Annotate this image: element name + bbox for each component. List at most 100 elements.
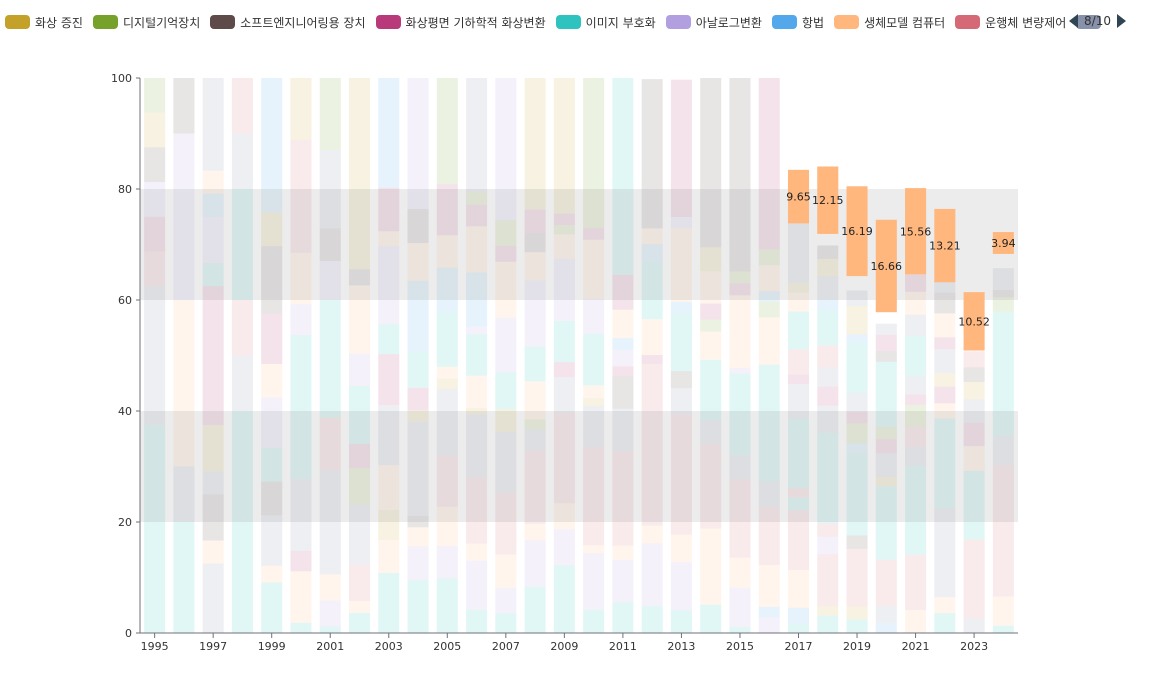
bar-segment xyxy=(553,503,575,530)
bar-segment xyxy=(817,245,839,259)
bar-segment xyxy=(436,267,458,313)
legend-item[interactable]: 화상 증진 xyxy=(5,14,83,31)
bar-segment xyxy=(787,418,810,489)
bar-segment xyxy=(934,507,956,598)
bar-segment xyxy=(700,303,722,320)
bar-segment xyxy=(758,291,780,302)
bar-segment xyxy=(963,470,985,540)
bar-segment xyxy=(261,397,283,449)
bar-segment xyxy=(378,405,400,466)
bar-segment xyxy=(934,373,956,387)
legend-item[interactable]: 소프트엔지니어링용 장치 xyxy=(210,14,366,31)
bar-segment xyxy=(612,602,634,633)
bar-segment xyxy=(817,523,839,537)
bar-segment xyxy=(670,562,692,611)
bar-segment xyxy=(992,311,1014,436)
bar-segment xyxy=(348,612,371,633)
bar-segment xyxy=(378,246,400,325)
bar-segment xyxy=(612,349,634,367)
highlight-band xyxy=(140,189,1018,300)
bar-segment xyxy=(817,367,839,387)
bar-segment xyxy=(905,426,927,447)
legend-swatch xyxy=(1076,15,1102,29)
bar-segment xyxy=(817,432,839,524)
bar-segment xyxy=(553,258,575,321)
bar-segment xyxy=(407,280,429,352)
bar-segment xyxy=(670,313,692,372)
bar-segment xyxy=(524,252,546,281)
x-tick-label: 2001 xyxy=(316,640,344,653)
bar-segment xyxy=(846,392,868,412)
bar-segment xyxy=(583,553,605,610)
legend-item[interactable]: 항법 xyxy=(771,14,825,31)
legend-item[interactable]: 디지털기억장치 xyxy=(92,14,200,31)
bar-segment xyxy=(407,516,429,528)
legend-item[interactable]: 운행체 변량제어 xyxy=(955,14,1066,31)
bar-segment xyxy=(407,209,429,244)
bar-segment xyxy=(261,78,283,213)
bar-value-label: 16.66 xyxy=(871,260,903,273)
bar-segment xyxy=(875,334,897,351)
bar-segment xyxy=(173,133,195,300)
bar-segment xyxy=(905,466,927,555)
bar-segment xyxy=(202,471,224,495)
bar-segment xyxy=(875,477,897,487)
bar-segment xyxy=(670,610,692,633)
bar-segment xyxy=(846,443,868,454)
bar-segment xyxy=(817,345,839,368)
bar-segment xyxy=(202,216,224,264)
highlighted-bar xyxy=(875,219,897,313)
bar-segment xyxy=(436,235,458,268)
bar-segment xyxy=(319,300,341,418)
bar-segment xyxy=(348,269,371,286)
bar-segment xyxy=(992,289,1014,298)
bar-segment xyxy=(641,355,663,364)
bar-segment xyxy=(787,570,810,608)
bar-segment xyxy=(378,324,400,355)
bar-segment xyxy=(202,78,224,171)
legend-item[interactable]: 화상평면 기하학적 화상변환 xyxy=(375,14,546,31)
y-tick-label: 80 xyxy=(118,183,132,196)
bar-segment xyxy=(670,301,692,314)
bar-segment xyxy=(846,606,868,620)
x-tick-label: 2003 xyxy=(375,640,403,653)
prev-page-icon[interactable] xyxy=(1069,14,1079,28)
bar-segment xyxy=(583,385,605,399)
bar-segment xyxy=(524,523,546,541)
bar-segment xyxy=(319,78,341,151)
bar-segment xyxy=(466,408,488,415)
legend-item[interactable]: 이미지 부호화 xyxy=(555,14,656,31)
legend-label: 항법 xyxy=(801,15,825,30)
bar-segment xyxy=(787,374,810,385)
bar-segment xyxy=(466,414,488,478)
next-page-icon[interactable] xyxy=(1117,14,1126,28)
bar-segment xyxy=(231,355,253,411)
bar-segment xyxy=(407,243,429,281)
bar-segment xyxy=(524,586,546,633)
legend-item[interactable]: 아날로그변환 xyxy=(665,14,762,31)
bar-segment xyxy=(641,244,663,263)
legend-item[interactable] xyxy=(1076,15,1106,29)
legend-item[interactable]: 생체모델 컴퓨터 xyxy=(834,14,945,31)
bar-segment xyxy=(963,422,985,447)
bar-segment xyxy=(524,346,546,382)
bar-segment xyxy=(934,418,956,508)
bar-segment xyxy=(729,455,751,480)
bar-segment xyxy=(875,453,897,478)
highlighted-bar xyxy=(934,208,956,283)
bar-segment xyxy=(261,565,283,583)
bar-segment xyxy=(583,398,605,406)
bar-segment xyxy=(612,375,634,409)
bar-segment xyxy=(583,228,605,240)
bar-segment xyxy=(378,187,400,232)
bar-segment xyxy=(934,292,956,314)
bar-segment xyxy=(670,388,692,415)
bar-segment xyxy=(407,421,429,517)
bar-value-label: 16.19 xyxy=(841,225,873,238)
bar-segment xyxy=(963,446,985,471)
bar-segment xyxy=(875,622,897,633)
bar-segment xyxy=(817,536,839,555)
y-tick-label: 60 xyxy=(118,294,132,307)
bar-segment xyxy=(992,625,1014,633)
bar-segment xyxy=(202,170,224,194)
